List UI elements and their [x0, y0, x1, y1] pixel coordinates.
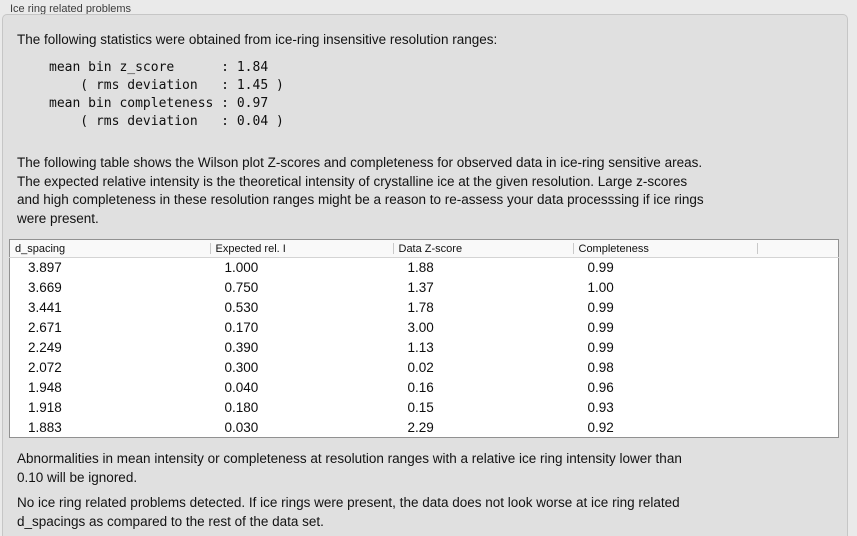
cell-completeness: 0.99: [587, 320, 614, 335]
ice-ring-panel: The following statistics were obtained f…: [2, 14, 848, 536]
section-title: Ice ring related problems: [10, 3, 132, 15]
cell-filler: [758, 318, 839, 338]
cell-completeness: 0.99: [587, 260, 614, 276]
cell-data-z-score: 1.88: [407, 260, 434, 276]
cell-completeness: 0.98: [587, 360, 614, 375]
cell-d-spacing: 3.669: [28, 280, 62, 295]
column-header-expected-rel-i[interactable]: Expected rel. I: [210, 239, 394, 258]
cell-filler: [758, 358, 839, 378]
cell-expected-rel-i: 0.300: [224, 360, 259, 375]
cell-expected-rel-i: 0.170: [224, 320, 259, 335]
ice-ring-table: d_spacing Expected rel. I Data Z-score C…: [9, 239, 839, 438]
cell-d-spacing: 3.441: [28, 300, 62, 315]
cell-filler: [758, 398, 839, 418]
cell-d-spacing: 2.671: [28, 320, 62, 335]
cell-data-z-score: 0.15: [407, 400, 434, 415]
cell-data-z-score: 1.78: [407, 300, 434, 315]
cell-d-spacing: 1.918: [28, 400, 62, 415]
cell-data-z-score: 0.16: [407, 380, 434, 395]
table-row[interactable]: 3.897 1.000 1.88 0.99: [10, 258, 839, 278]
cell-filler: [758, 278, 839, 298]
table-row[interactable]: 3.441 0.530 1.78 0.99: [10, 298, 839, 318]
conclusion-text: No ice ring related problems detected. I…: [17, 495, 680, 529]
cell-completeness: 1.00: [587, 280, 614, 295]
table-description-text: The following table shows the Wilson plo…: [17, 155, 704, 226]
cell-d-spacing: 1.948: [28, 380, 62, 395]
table-row[interactable]: 1.883 0.030 2.29 0.92: [10, 418, 839, 438]
cell-filler: [758, 258, 839, 278]
cell-data-z-score: 3.00: [407, 320, 434, 335]
column-header-completeness[interactable]: Completeness: [573, 239, 758, 258]
cell-expected-rel-i: 0.750: [224, 280, 259, 295]
cell-d-spacing: 2.249: [28, 340, 62, 355]
statistics-block: mean bin z_score : 1.84 ( rms deviation …: [49, 60, 284, 129]
cell-d-spacing: 2.072: [28, 360, 62, 375]
intro-text: The following statistics were obtained f…: [17, 32, 498, 47]
column-header-d-spacing[interactable]: d_spacing: [9, 239, 211, 258]
cell-expected-rel-i: 0.030: [224, 419, 259, 435]
cell-expected-rel-i: 1.000: [224, 260, 259, 276]
cell-data-z-score: 1.13: [407, 340, 434, 355]
cell-data-z-score: 1.37: [407, 280, 434, 295]
cell-data-z-score: 2.29: [407, 419, 434, 435]
table-row[interactable]: 2.249 0.390 1.13 0.99: [10, 338, 839, 358]
cell-completeness: 0.92: [587, 419, 614, 435]
table-header-row: d_spacing Expected rel. I Data Z-score C…: [9, 239, 839, 258]
cell-filler: [758, 338, 839, 358]
cell-data-z-score: 0.02: [407, 360, 434, 375]
column-header-data-z-score[interactable]: Data Z-score: [393, 239, 574, 258]
cell-completeness: 0.99: [587, 340, 614, 355]
cell-completeness: 0.99: [587, 300, 614, 315]
cell-filler: [758, 378, 839, 398]
table-row[interactable]: 3.669 0.750 1.37 1.00: [10, 278, 839, 298]
cell-expected-rel-i: 0.530: [224, 300, 259, 315]
cell-d-spacing: 1.883: [28, 419, 62, 435]
cell-filler: [758, 418, 839, 438]
table-row[interactable]: 2.671 0.170 3.00 0.99: [10, 318, 839, 338]
cell-completeness: 0.93: [587, 400, 614, 415]
table-row[interactable]: 1.948 0.040 0.16 0.96: [10, 378, 839, 398]
column-header-filler: [757, 239, 839, 258]
cell-expected-rel-i: 0.040: [224, 380, 259, 395]
cell-filler: [758, 298, 839, 318]
cell-completeness: 0.96: [587, 380, 614, 395]
ignore-note-text: Abnormalities in mean intensity or compl…: [17, 451, 682, 485]
table-row[interactable]: 1.918 0.180 0.15 0.93: [10, 398, 839, 418]
cell-expected-rel-i: 0.180: [224, 400, 259, 415]
cell-d-spacing: 3.897: [28, 260, 62, 276]
table-row[interactable]: 2.072 0.300 0.02 0.98: [10, 358, 839, 378]
cell-expected-rel-i: 0.390: [224, 340, 259, 355]
